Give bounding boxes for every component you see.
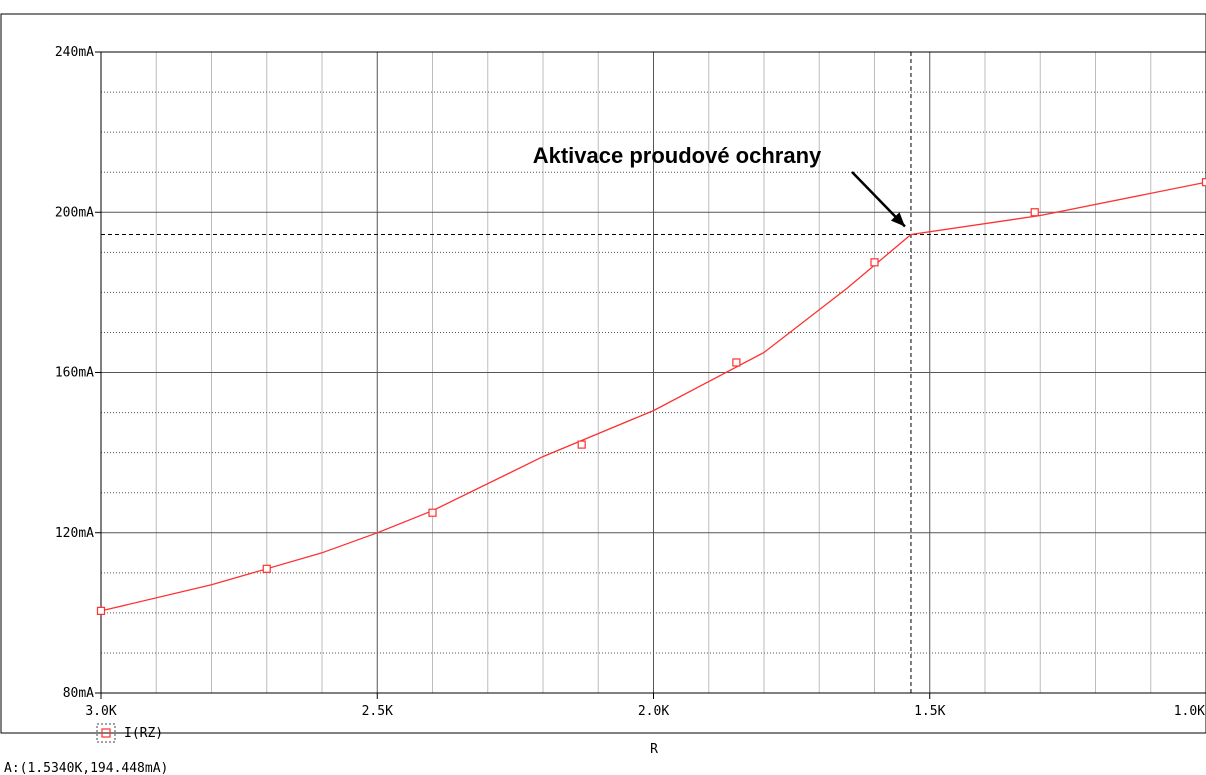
annotation: Aktivace proudové ochrany: [533, 143, 906, 228]
x-axis-ticks: 3.0K 2.5K 2.0K 1.5K 1.0K: [85, 693, 1206, 719]
cursor-readout: A:(1.5340K,194.448mA): [4, 761, 168, 775]
series-i-rz: [96, 178, 1206, 615]
y-tick-label: 80mA: [63, 686, 94, 701]
legend-entry-i-rz: I(RZ): [124, 726, 163, 741]
x-axis-label: R: [650, 742, 658, 757]
data-point-marker: [1201, 178, 1206, 187]
y-tick-label: 160mA: [55, 366, 94, 381]
x-tick-label: 1.0K: [1174, 704, 1205, 719]
series-line-i-rz: [100, 181, 1206, 612]
data-point-marker: [577, 440, 586, 449]
annotation-label: Aktivace proudové ochrany: [533, 143, 822, 168]
y-tick-label: 200mA: [55, 205, 94, 220]
data-point-marker: [870, 258, 879, 267]
y-axis-ticks: 80mA 120mA 160mA 200mA 240mA: [55, 45, 101, 701]
data-point-marker: [262, 564, 271, 573]
data-point-marker: [1030, 208, 1039, 217]
data-point-marker: [732, 358, 741, 367]
y-tick-label: 120mA: [55, 526, 94, 541]
legend-marker: [101, 728, 111, 738]
x-tick-label: 2.5K: [362, 704, 393, 719]
plot-frame: [0, 13, 1206, 734]
legend: I(RZ): [96, 723, 163, 743]
x-tick-label: 1.5K: [914, 704, 945, 719]
y-tick-label: 240mA: [55, 45, 94, 60]
legend-marker-frame: [96, 723, 116, 743]
cursor-crosshair[interactable]: [101, 52, 1206, 693]
annotation-arrow-head: [890, 212, 905, 227]
x-tick-label: 2.0K: [638, 704, 669, 719]
data-point-marker: [96, 606, 106, 615]
x-tick-label: 3.0K: [85, 704, 116, 719]
data-point-marker: [428, 508, 437, 517]
grid: [101, 52, 1206, 693]
